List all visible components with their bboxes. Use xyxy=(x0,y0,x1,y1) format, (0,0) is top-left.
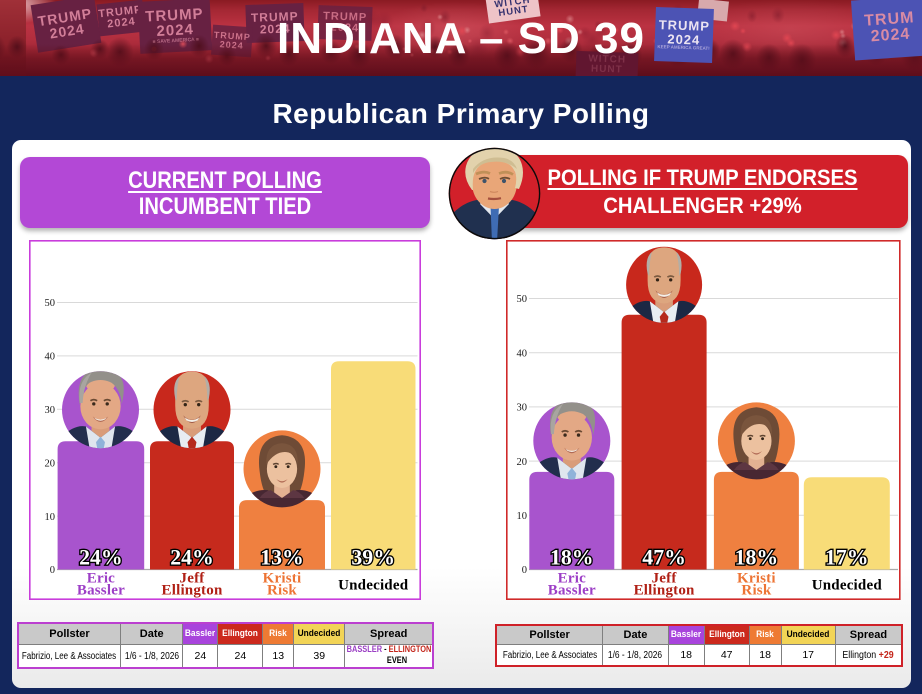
svg-text:30: 30 xyxy=(517,403,528,414)
svg-text:18%: 18% xyxy=(550,546,594,570)
svg-text:40: 40 xyxy=(45,352,56,363)
svg-text:10: 10 xyxy=(45,512,56,523)
svg-text:Ellington: Ellington xyxy=(634,583,695,599)
svg-text:50: 50 xyxy=(45,298,56,309)
svg-text:Undecided: Undecided xyxy=(338,578,409,594)
svg-text:50: 50 xyxy=(517,294,528,305)
svg-text:24%: 24% xyxy=(170,546,214,570)
svg-text:40: 40 xyxy=(517,348,528,359)
svg-text:30: 30 xyxy=(45,405,56,416)
svg-text:Kristi: Kristi xyxy=(737,570,776,586)
svg-text:Jeff: Jeff xyxy=(652,570,678,586)
svg-text:Jeff: Jeff xyxy=(180,570,206,586)
svg-text:Risk: Risk xyxy=(267,583,297,599)
svg-text:Eric: Eric xyxy=(558,570,586,586)
svg-text:Undecided: Undecided xyxy=(812,578,883,594)
svg-text:10: 10 xyxy=(517,511,528,522)
svg-text:20: 20 xyxy=(517,457,528,468)
svg-text:0: 0 xyxy=(522,565,527,576)
svg-text:Bassler: Bassler xyxy=(548,583,596,599)
svg-text:Kristi: Kristi xyxy=(263,570,302,586)
svg-text:Ellington: Ellington xyxy=(162,583,223,599)
svg-text:39%: 39% xyxy=(351,546,395,570)
svg-text:47%: 47% xyxy=(642,546,686,570)
svg-text:0: 0 xyxy=(50,565,55,576)
svg-text:24%: 24% xyxy=(79,546,123,570)
svg-text:Bassler: Bassler xyxy=(77,583,125,599)
svg-text:20: 20 xyxy=(45,458,56,469)
svg-text:Risk: Risk xyxy=(741,583,771,599)
svg-text:17%: 17% xyxy=(825,546,869,570)
svg-text:13%: 13% xyxy=(260,546,304,570)
svg-text:Eric: Eric xyxy=(87,570,115,586)
svg-text:18%: 18% xyxy=(735,546,779,570)
